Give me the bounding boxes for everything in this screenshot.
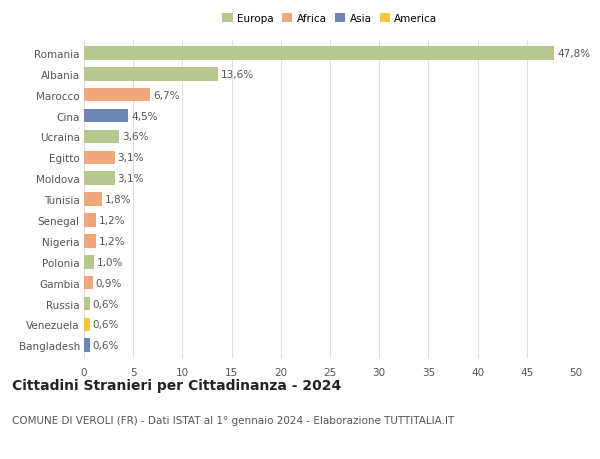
Bar — [84, 235, 96, 248]
Bar — [84, 110, 128, 123]
Text: 3,1%: 3,1% — [118, 174, 144, 184]
Text: 1,8%: 1,8% — [104, 195, 131, 205]
Text: 1,2%: 1,2% — [99, 216, 125, 225]
Bar — [84, 318, 90, 331]
Text: 1,2%: 1,2% — [99, 236, 125, 246]
Bar — [84, 151, 115, 165]
Text: COMUNE DI VEROLI (FR) - Dati ISTAT al 1° gennaio 2024 - Elaborazione TUTTITALIA.: COMUNE DI VEROLI (FR) - Dati ISTAT al 1°… — [12, 415, 454, 425]
Bar — [84, 193, 102, 207]
Text: 0,6%: 0,6% — [93, 299, 119, 309]
Text: 3,6%: 3,6% — [122, 132, 149, 142]
Bar — [84, 130, 119, 144]
Text: 13,6%: 13,6% — [221, 70, 254, 80]
Text: 0,6%: 0,6% — [93, 341, 119, 351]
Bar — [84, 276, 93, 290]
Text: 4,5%: 4,5% — [131, 112, 158, 121]
Bar — [84, 214, 96, 227]
Bar — [84, 297, 90, 311]
Text: 3,1%: 3,1% — [118, 153, 144, 163]
Text: 1,0%: 1,0% — [97, 257, 123, 267]
Legend: Europa, Africa, Asia, America: Europa, Africa, Asia, America — [220, 11, 440, 26]
Text: 0,9%: 0,9% — [96, 278, 122, 288]
Text: Cittadini Stranieri per Cittadinanza - 2024: Cittadini Stranieri per Cittadinanza - 2… — [12, 379, 341, 392]
Bar — [84, 47, 554, 61]
Bar — [84, 255, 94, 269]
Bar — [84, 172, 115, 185]
Bar — [84, 89, 150, 102]
Text: 6,7%: 6,7% — [153, 90, 179, 101]
Text: 47,8%: 47,8% — [557, 49, 590, 59]
Bar — [84, 68, 218, 81]
Text: 0,6%: 0,6% — [93, 319, 119, 330]
Bar — [84, 339, 90, 353]
